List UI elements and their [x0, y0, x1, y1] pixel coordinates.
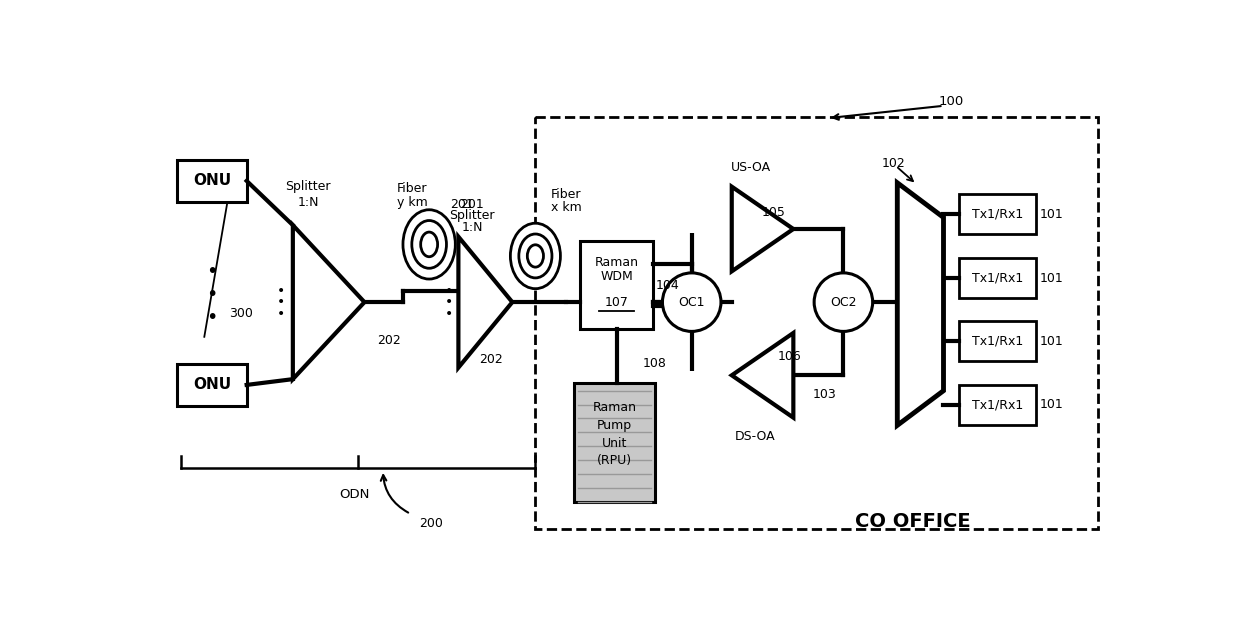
- Text: •: •: [206, 308, 218, 327]
- Bar: [959, 321, 1035, 361]
- Text: ONU: ONU: [193, 173, 231, 188]
- Text: Tx1/Rx1: Tx1/Rx1: [972, 208, 1023, 221]
- Text: 201: 201: [450, 198, 474, 211]
- Text: Tx1/Rx1: Tx1/Rx1: [972, 335, 1023, 348]
- Circle shape: [662, 273, 720, 331]
- Text: 101: 101: [1039, 398, 1063, 411]
- Polygon shape: [898, 182, 944, 426]
- Text: •: •: [278, 307, 285, 321]
- Text: Pump: Pump: [596, 419, 632, 432]
- Bar: [688, 371, 794, 379]
- Text: 106: 106: [777, 349, 801, 362]
- Text: Fiber: Fiber: [551, 188, 582, 201]
- Text: 200: 200: [419, 517, 444, 529]
- Polygon shape: [459, 237, 512, 368]
- Text: Splitter: Splitter: [450, 209, 495, 222]
- Ellipse shape: [511, 223, 560, 289]
- Text: Fiber: Fiber: [397, 182, 428, 196]
- Text: 1:N: 1:N: [298, 196, 319, 209]
- Text: OC2: OC2: [830, 296, 857, 309]
- Text: ONU: ONU: [193, 378, 231, 392]
- Text: •: •: [445, 295, 454, 309]
- Bar: [177, 160, 247, 202]
- Text: 107: 107: [605, 296, 629, 309]
- Text: OC1: OC1: [678, 296, 706, 309]
- Text: •: •: [445, 284, 454, 298]
- Ellipse shape: [412, 221, 446, 268]
- Text: ODN: ODN: [340, 488, 370, 501]
- Text: 108: 108: [642, 357, 667, 370]
- Text: •: •: [206, 285, 218, 304]
- Bar: [959, 258, 1035, 298]
- Text: Tx1/Rx1: Tx1/Rx1: [972, 398, 1023, 411]
- Circle shape: [815, 273, 873, 331]
- Polygon shape: [293, 225, 365, 379]
- Text: •: •: [445, 307, 454, 321]
- Text: Raman: Raman: [595, 256, 639, 269]
- Text: •: •: [278, 284, 285, 298]
- Bar: [959, 384, 1035, 424]
- Bar: [574, 383, 655, 503]
- Text: x km: x km: [551, 201, 582, 214]
- Text: 101: 101: [1039, 272, 1063, 285]
- Text: Unit: Unit: [601, 436, 627, 449]
- Text: 101: 101: [1039, 208, 1063, 221]
- Polygon shape: [732, 333, 794, 418]
- Polygon shape: [732, 187, 794, 271]
- Text: (RPU): (RPU): [596, 454, 632, 468]
- Text: •: •: [206, 262, 218, 281]
- Text: 103: 103: [812, 388, 836, 401]
- Text: 101: 101: [1039, 335, 1063, 348]
- Ellipse shape: [420, 232, 438, 257]
- Text: Tx1/Rx1: Tx1/Rx1: [972, 272, 1023, 285]
- Text: DS-OA: DS-OA: [734, 431, 775, 443]
- Text: 202: 202: [377, 334, 401, 347]
- Text: 201: 201: [460, 198, 484, 211]
- Text: US-OA: US-OA: [730, 161, 771, 174]
- Ellipse shape: [518, 234, 552, 278]
- Text: 102: 102: [882, 157, 905, 170]
- Ellipse shape: [527, 245, 543, 267]
- Text: 202: 202: [479, 353, 502, 366]
- Text: 100: 100: [939, 96, 963, 109]
- Text: y km: y km: [397, 196, 428, 209]
- Text: WDM: WDM: [600, 270, 632, 283]
- Bar: [536, 118, 1097, 529]
- Text: 105: 105: [763, 206, 786, 219]
- Text: 1:N: 1:N: [461, 221, 484, 234]
- Text: •: •: [278, 295, 285, 309]
- Bar: [959, 194, 1035, 234]
- Bar: [580, 241, 653, 329]
- Bar: [177, 364, 247, 406]
- Text: 104: 104: [656, 279, 680, 292]
- Text: 300: 300: [229, 308, 253, 320]
- Text: Raman: Raman: [593, 401, 636, 414]
- Text: CO OFFICE: CO OFFICE: [854, 512, 971, 531]
- Ellipse shape: [403, 210, 455, 279]
- Bar: [688, 225, 732, 233]
- Text: Splitter: Splitter: [285, 180, 331, 193]
